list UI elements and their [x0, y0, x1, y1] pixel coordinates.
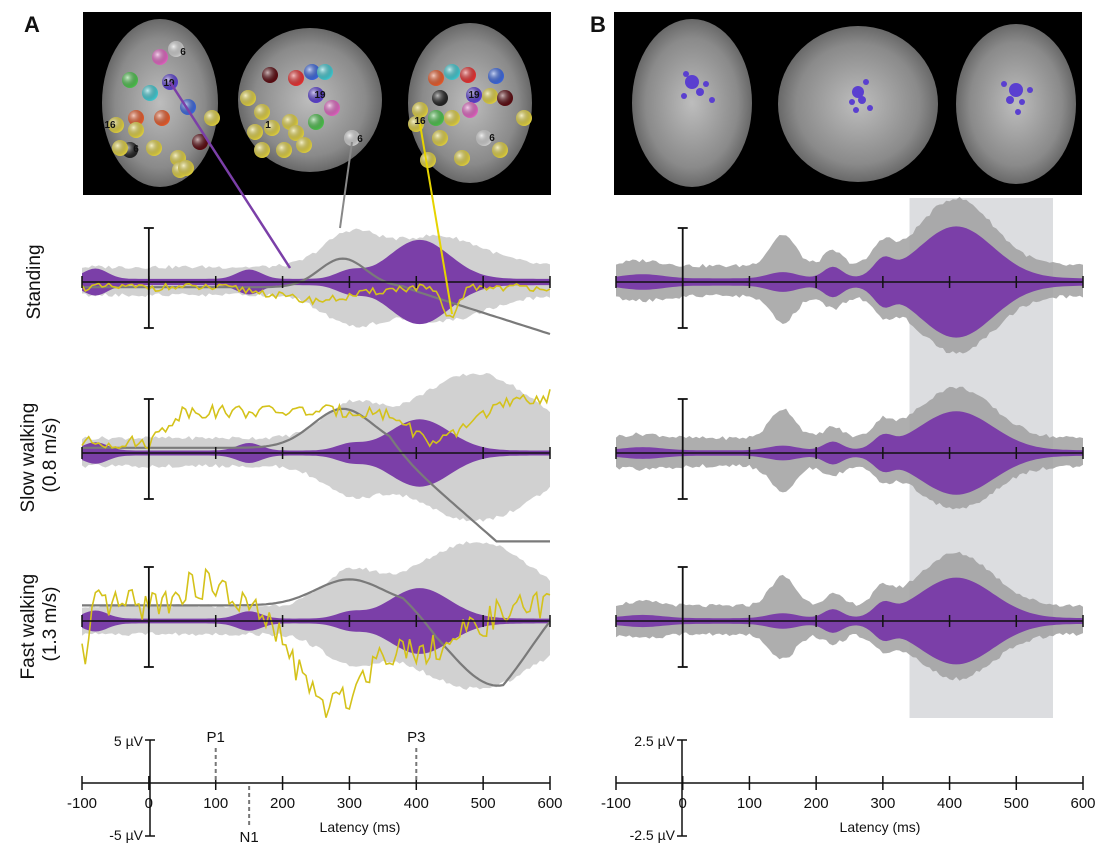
connector-gray	[339, 141, 353, 229]
x-tick-label: 500	[471, 795, 496, 812]
dipole-cluster-sphere	[867, 105, 873, 111]
x-tick-label: 300	[870, 795, 895, 812]
row-label-slow-walking: Slow walking (0.8 m/s)	[18, 397, 61, 512]
dipole-cluster-sphere	[1001, 81, 1007, 87]
panel-label-a: A	[24, 12, 40, 37]
x-tick-label: 600	[1070, 795, 1095, 812]
marker-label: 6	[180, 47, 186, 58]
dipole-cluster-sphere	[853, 107, 859, 113]
dipole-cluster-sphere	[849, 99, 855, 105]
erp-plots-panel-a	[81, 227, 551, 718]
x-axis-label-b: Latency (ms)	[840, 819, 921, 835]
dipole-cluster-sphere	[709, 97, 715, 103]
component-label: P3	[407, 729, 425, 746]
erp-plots-panel-b	[615, 196, 1084, 681]
erp-row-b-0	[615, 196, 1084, 354]
x-tick-label: 0	[145, 795, 153, 812]
connector-purple	[168, 81, 292, 269]
latency-axis-a: -100 0 100 200 300 400 500 600	[67, 776, 563, 812]
x-tick-label: 400	[937, 795, 962, 812]
x-tick-label: 300	[337, 795, 362, 812]
dipole-cluster-sphere	[1027, 87, 1033, 93]
gray-trace	[82, 407, 550, 543]
row-label-fast-walking: Fast walking (1.3 m/s)	[18, 569, 61, 680]
x-tick-label: 600	[537, 795, 562, 812]
gray-trace	[82, 257, 551, 336]
marker-label: 16	[414, 116, 426, 127]
erp-row-a-0	[81, 227, 551, 336]
erp-component-markers: P1 N1 P3	[207, 729, 426, 846]
connector-yellow	[419, 123, 453, 315]
x-tick-label: 500	[1004, 795, 1029, 812]
x-tick-label: -100	[67, 795, 97, 812]
x-axis-label-a: Latency (ms)	[320, 819, 401, 835]
dipole-cluster-sphere	[703, 81, 709, 87]
x-tick-label: 200	[270, 795, 295, 812]
marker-label: 16	[104, 120, 116, 131]
scale-bottom-label-b: -2.5 µV	[630, 827, 676, 843]
yellow-trace	[81, 567, 551, 718]
marker-label: 1	[265, 120, 271, 131]
scale-bottom-label-a: -5 µV	[109, 827, 143, 843]
dipole-cluster-sphere	[1015, 109, 1021, 115]
x-tick-label: 100	[203, 795, 228, 812]
dipole-cluster-sphere	[1009, 83, 1023, 97]
brain-axial-view-b	[632, 19, 752, 187]
dipole-cluster-sphere	[863, 79, 869, 85]
dipole-cluster-sphere	[1006, 96, 1014, 104]
brain-sagittal-view-b	[778, 26, 938, 182]
scale-bar-b: 2.5 µV -2.5 µV	[630, 733, 687, 843]
panel-label-b: B	[590, 12, 606, 37]
erp-row-a-2	[81, 541, 551, 718]
scale-bar-a: 5 µV -5 µV	[109, 733, 155, 843]
x-tick-label: 400	[404, 795, 429, 812]
marker-connector-lines	[168, 81, 453, 315]
dipole-cluster-sphere	[1019, 99, 1025, 105]
component-label: P1	[207, 729, 225, 746]
marker-label: 19	[163, 78, 175, 89]
marker-label: 6	[489, 133, 495, 144]
scale-top-label-b: 2.5 µV	[634, 733, 675, 749]
dipole-cluster-sphere	[683, 71, 689, 77]
marker-label: 19	[314, 90, 326, 101]
x-tick-label: -100	[601, 795, 631, 812]
scale-top-label-a: 5 µV	[114, 733, 144, 749]
x-tick-label: 200	[804, 795, 829, 812]
row-label-standing: Standing	[24, 244, 45, 319]
marker-label: 19	[468, 90, 480, 101]
brain-axial-view-a	[102, 19, 218, 187]
erp-row-b-1	[615, 386, 1084, 510]
brain-image-strip-b	[614, 12, 1082, 195]
yellow-trace	[81, 281, 551, 319]
dipole-cluster-sphere	[685, 75, 699, 89]
marker-label: 6	[133, 144, 139, 155]
brain-coronal-view-b	[956, 24, 1076, 184]
dipole-cluster-sphere	[681, 93, 687, 99]
erp-row-b-2	[615, 551, 1084, 681]
x-tick-label: 100	[737, 795, 762, 812]
marker-label: 6	[357, 134, 363, 145]
variability-band	[82, 541, 550, 690]
dipole-cluster-sphere	[852, 86, 864, 98]
erp-row-a-1	[81, 373, 551, 543]
dipole-cluster-sphere	[858, 96, 866, 104]
yellow-trace	[81, 389, 551, 450]
component-label: N1	[240, 829, 259, 846]
dipole-cluster-sphere	[696, 88, 704, 96]
